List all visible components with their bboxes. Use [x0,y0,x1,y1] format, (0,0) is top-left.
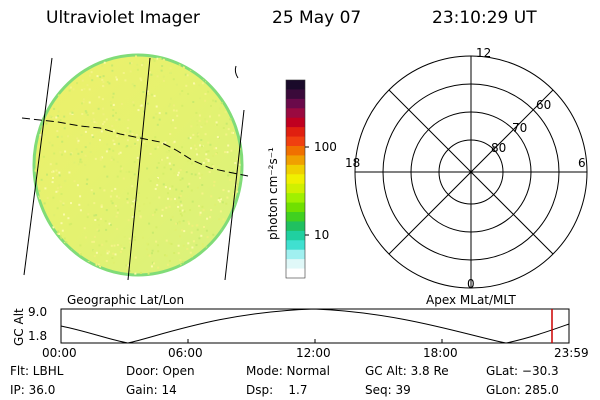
colorbar-band [286,98,305,109]
altitude-curve [60,308,570,344]
colorbar-band [286,212,305,223]
geographic-label: Geographic Lat/Lon [67,293,185,307]
colorbar-band [286,259,305,270]
time-tick-0600: 06:00 [168,346,203,360]
mlat-label-80: 80 [491,141,507,155]
seq-info: Seq: 39 [365,383,411,397]
gc-alt-info: GC Alt: 3.8 Re [365,364,449,378]
altitude-plot [60,308,570,344]
mlat-label-60: 60 [536,98,552,112]
gc-alt-axis-label: GC Alt [12,308,26,346]
colorbar-band [286,249,305,260]
colorbar-band [286,136,305,147]
colorbar-band [286,230,305,241]
ip-info: IP: 36.0 [10,383,56,397]
longitude-line [127,57,151,281]
colorbar-band [286,127,305,138]
colorbar-band [286,89,305,100]
longitude-line [224,109,245,281]
longitude-line [234,65,239,79]
glat-info: GLat: −30.3 [486,364,559,378]
time-label: 23:10:29 UT [432,8,537,28]
instrument-title: Ultraviolet Imager [46,8,200,28]
mode-info: Mode: Normal [246,364,330,378]
colorbar-band [286,117,305,128]
time-tick-1200: 12:00 [296,346,331,360]
colorbar-band [286,164,305,175]
colorbar-band [286,221,305,232]
colorbar [286,80,305,279]
alt-tick-9: 9.0 [28,305,48,319]
alt-tick-1-8: 1.8 [28,329,48,343]
colorbar-unit-label: photon cm⁻²s⁻¹ [266,147,280,240]
colorbar-tick-10: 10 [314,228,330,242]
time-tick-0000: 00:00 [42,346,77,360]
colorbar-band [286,240,305,251]
colorbar-band [286,146,305,157]
uv-earth-image [21,53,249,281]
time-tick-2359: 23:59 [554,346,589,360]
longitude-line [23,57,53,276]
time-tick-1800: 18:00 [423,346,458,360]
colorbar-band [286,108,305,119]
colorbar-band [286,268,305,279]
date-label: 25 May 07 [272,8,362,28]
colorbar-band [286,174,305,185]
polar-grid [354,55,588,289]
colorbar-frame [285,79,306,279]
mlt-label-18: 18 [345,156,361,170]
gain-info: Gain: 14 [126,383,177,397]
mlt-label-0: 0 [467,277,475,291]
colorbar-band [286,155,305,166]
dsp-info: Dsp: 1.7 [246,383,308,397]
coastline [21,117,249,177]
apex-label: Apex MLat/MLT [426,293,516,307]
mlt-label-6: 6 [578,156,586,170]
colorbar-band [286,202,305,213]
mlt-label-12: 12 [476,46,492,60]
colorbar-band [286,80,305,91]
door-info: Door: Open [126,364,195,378]
colorbar-tick-100: 100 [314,140,337,154]
colorbar-band [286,193,305,204]
filter-info: Flt: LBHL [10,364,64,378]
glon-info: GLon: 285.0 [486,383,559,397]
mlat-label-70: 70 [512,121,528,135]
colorbar-band [286,183,305,194]
